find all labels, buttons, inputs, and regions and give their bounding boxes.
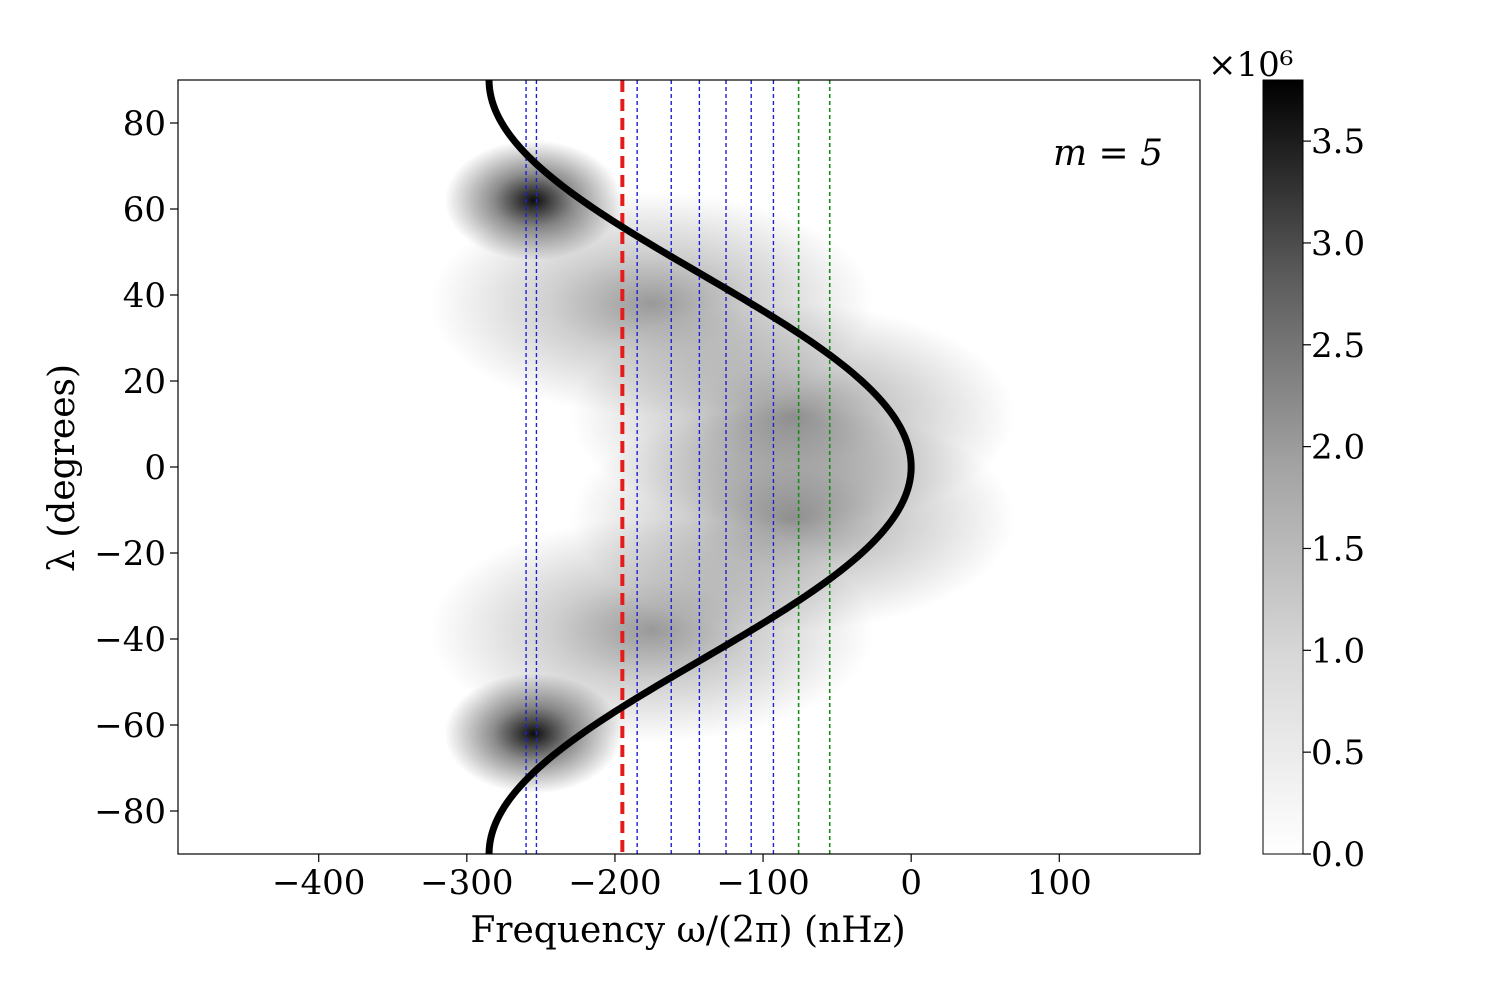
x-tick-label: −200 bbox=[568, 863, 661, 903]
y-tick-label: 60 bbox=[123, 190, 166, 230]
y-tick-label: 40 bbox=[123, 276, 166, 316]
y-tick-label: −40 bbox=[94, 620, 166, 660]
colorbar-scale-label: ×10⁶ bbox=[1208, 45, 1293, 85]
colorbar-tick-label: 0.5 bbox=[1311, 733, 1365, 773]
y-tick-label: 0 bbox=[144, 448, 166, 488]
x-tick-label: 0 bbox=[900, 863, 922, 903]
colorbar-tick-label: 1.5 bbox=[1311, 529, 1365, 569]
vertical-lines bbox=[525, 80, 831, 854]
x-tick-label: 100 bbox=[1027, 863, 1092, 903]
y-tick-label: 80 bbox=[123, 104, 166, 144]
colorbar-tick-label: 3.5 bbox=[1311, 122, 1365, 162]
curve-layer bbox=[485, 80, 915, 854]
y-axis-label: λ (degrees) bbox=[42, 364, 83, 572]
colorbar: 0.0 0.5 1.0 1.5 2.0 2.5 3.0 3.5 ×10⁶ bbox=[1208, 45, 1365, 875]
x-tick-label: −300 bbox=[420, 863, 513, 903]
x-axis-label: Frequency ω/(2π) (nHz) bbox=[470, 910, 905, 951]
colorbar-tick-label: 0.0 bbox=[1311, 835, 1365, 875]
colorbar-ticks: 0.0 0.5 1.0 1.5 2.0 2.5 3.0 3.5 bbox=[1303, 122, 1365, 875]
y-axis: −80 −60 −40 −20 0 20 40 60 80 bbox=[94, 104, 178, 832]
colorbar-tick-label: 3.0 bbox=[1311, 224, 1365, 264]
colorbar-gradient bbox=[1262, 79, 1304, 855]
colorbar-tick-label: 2.5 bbox=[1311, 326, 1365, 366]
plot-area bbox=[177, 79, 1201, 855]
density-peak bbox=[570, 406, 1015, 631]
y-tick-label: 20 bbox=[123, 362, 166, 402]
density-heatmap bbox=[429, 140, 1015, 794]
x-tick-label: −100 bbox=[716, 863, 809, 903]
y-tick-label: −80 bbox=[94, 792, 166, 832]
colorbar-tick-label: 1.0 bbox=[1311, 631, 1365, 671]
y-tick-label: −20 bbox=[94, 534, 166, 574]
model-curve bbox=[485, 80, 915, 854]
colorbar-tick-label: 2.0 bbox=[1311, 428, 1365, 468]
x-tick-label: −400 bbox=[272, 863, 365, 903]
y-tick-label: −60 bbox=[94, 706, 166, 746]
m-annotation: m = 5 bbox=[1053, 133, 1163, 174]
x-axis: −400 −300 −200 −100 0 100 bbox=[272, 854, 1092, 903]
